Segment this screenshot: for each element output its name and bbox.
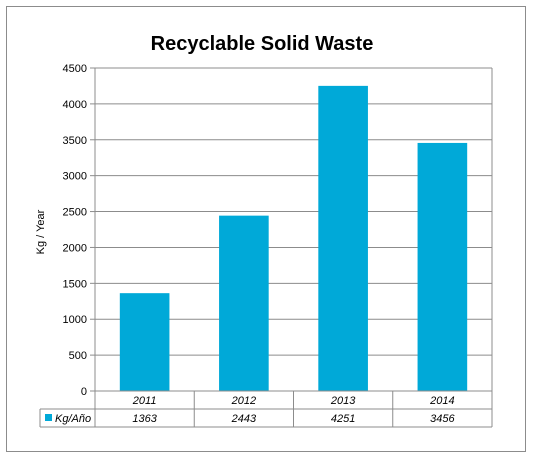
x-tick-label: 2012 — [231, 395, 256, 407]
y-tick-label: 2000 — [63, 242, 87, 254]
legend-series-name: Kg/Año — [55, 413, 91, 425]
x-tick-label: 2013 — [330, 395, 356, 407]
bar-2013 — [318, 85, 368, 391]
y-tick-label: 0 — [81, 386, 87, 398]
data-table-value: 1363 — [132, 413, 157, 425]
bars — [119, 85, 468, 391]
data-table-value: 2443 — [231, 413, 257, 425]
data-table-value: 4251 — [331, 413, 355, 425]
bar-2011 — [119, 293, 170, 391]
y-tick-label: 4000 — [63, 99, 87, 111]
y-tick-labels: 0 500 1000 1500 2000 2500 3000 3500 4000 4500 — [63, 63, 87, 398]
y-tick-label: 3500 — [63, 135, 87, 147]
bar-2014 — [417, 142, 468, 391]
chart-title: Recyclable Solid Waste — [151, 33, 374, 55]
x-tick-label: 2011 — [132, 395, 157, 407]
y-tick-label: 3000 — [63, 171, 87, 183]
y-axis-label: Kg / Year — [35, 209, 47, 254]
legend-swatch — [45, 414, 52, 421]
y-tick-label: 1000 — [63, 314, 87, 326]
y-tick-label: 4500 — [63, 63, 87, 75]
y-tick-label: 2500 — [63, 207, 87, 219]
data-table: 2011 1363 2012 2443 2013 4251 2014 3456 Kg/Año — [39, 390, 493, 428]
y-tick-label: 1500 — [63, 278, 87, 290]
data-table-value: 3456 — [430, 413, 455, 425]
y-tick-label: 500 — [69, 350, 87, 362]
x-tick-label: 2014 — [429, 395, 454, 407]
bar-2012 — [219, 215, 269, 391]
